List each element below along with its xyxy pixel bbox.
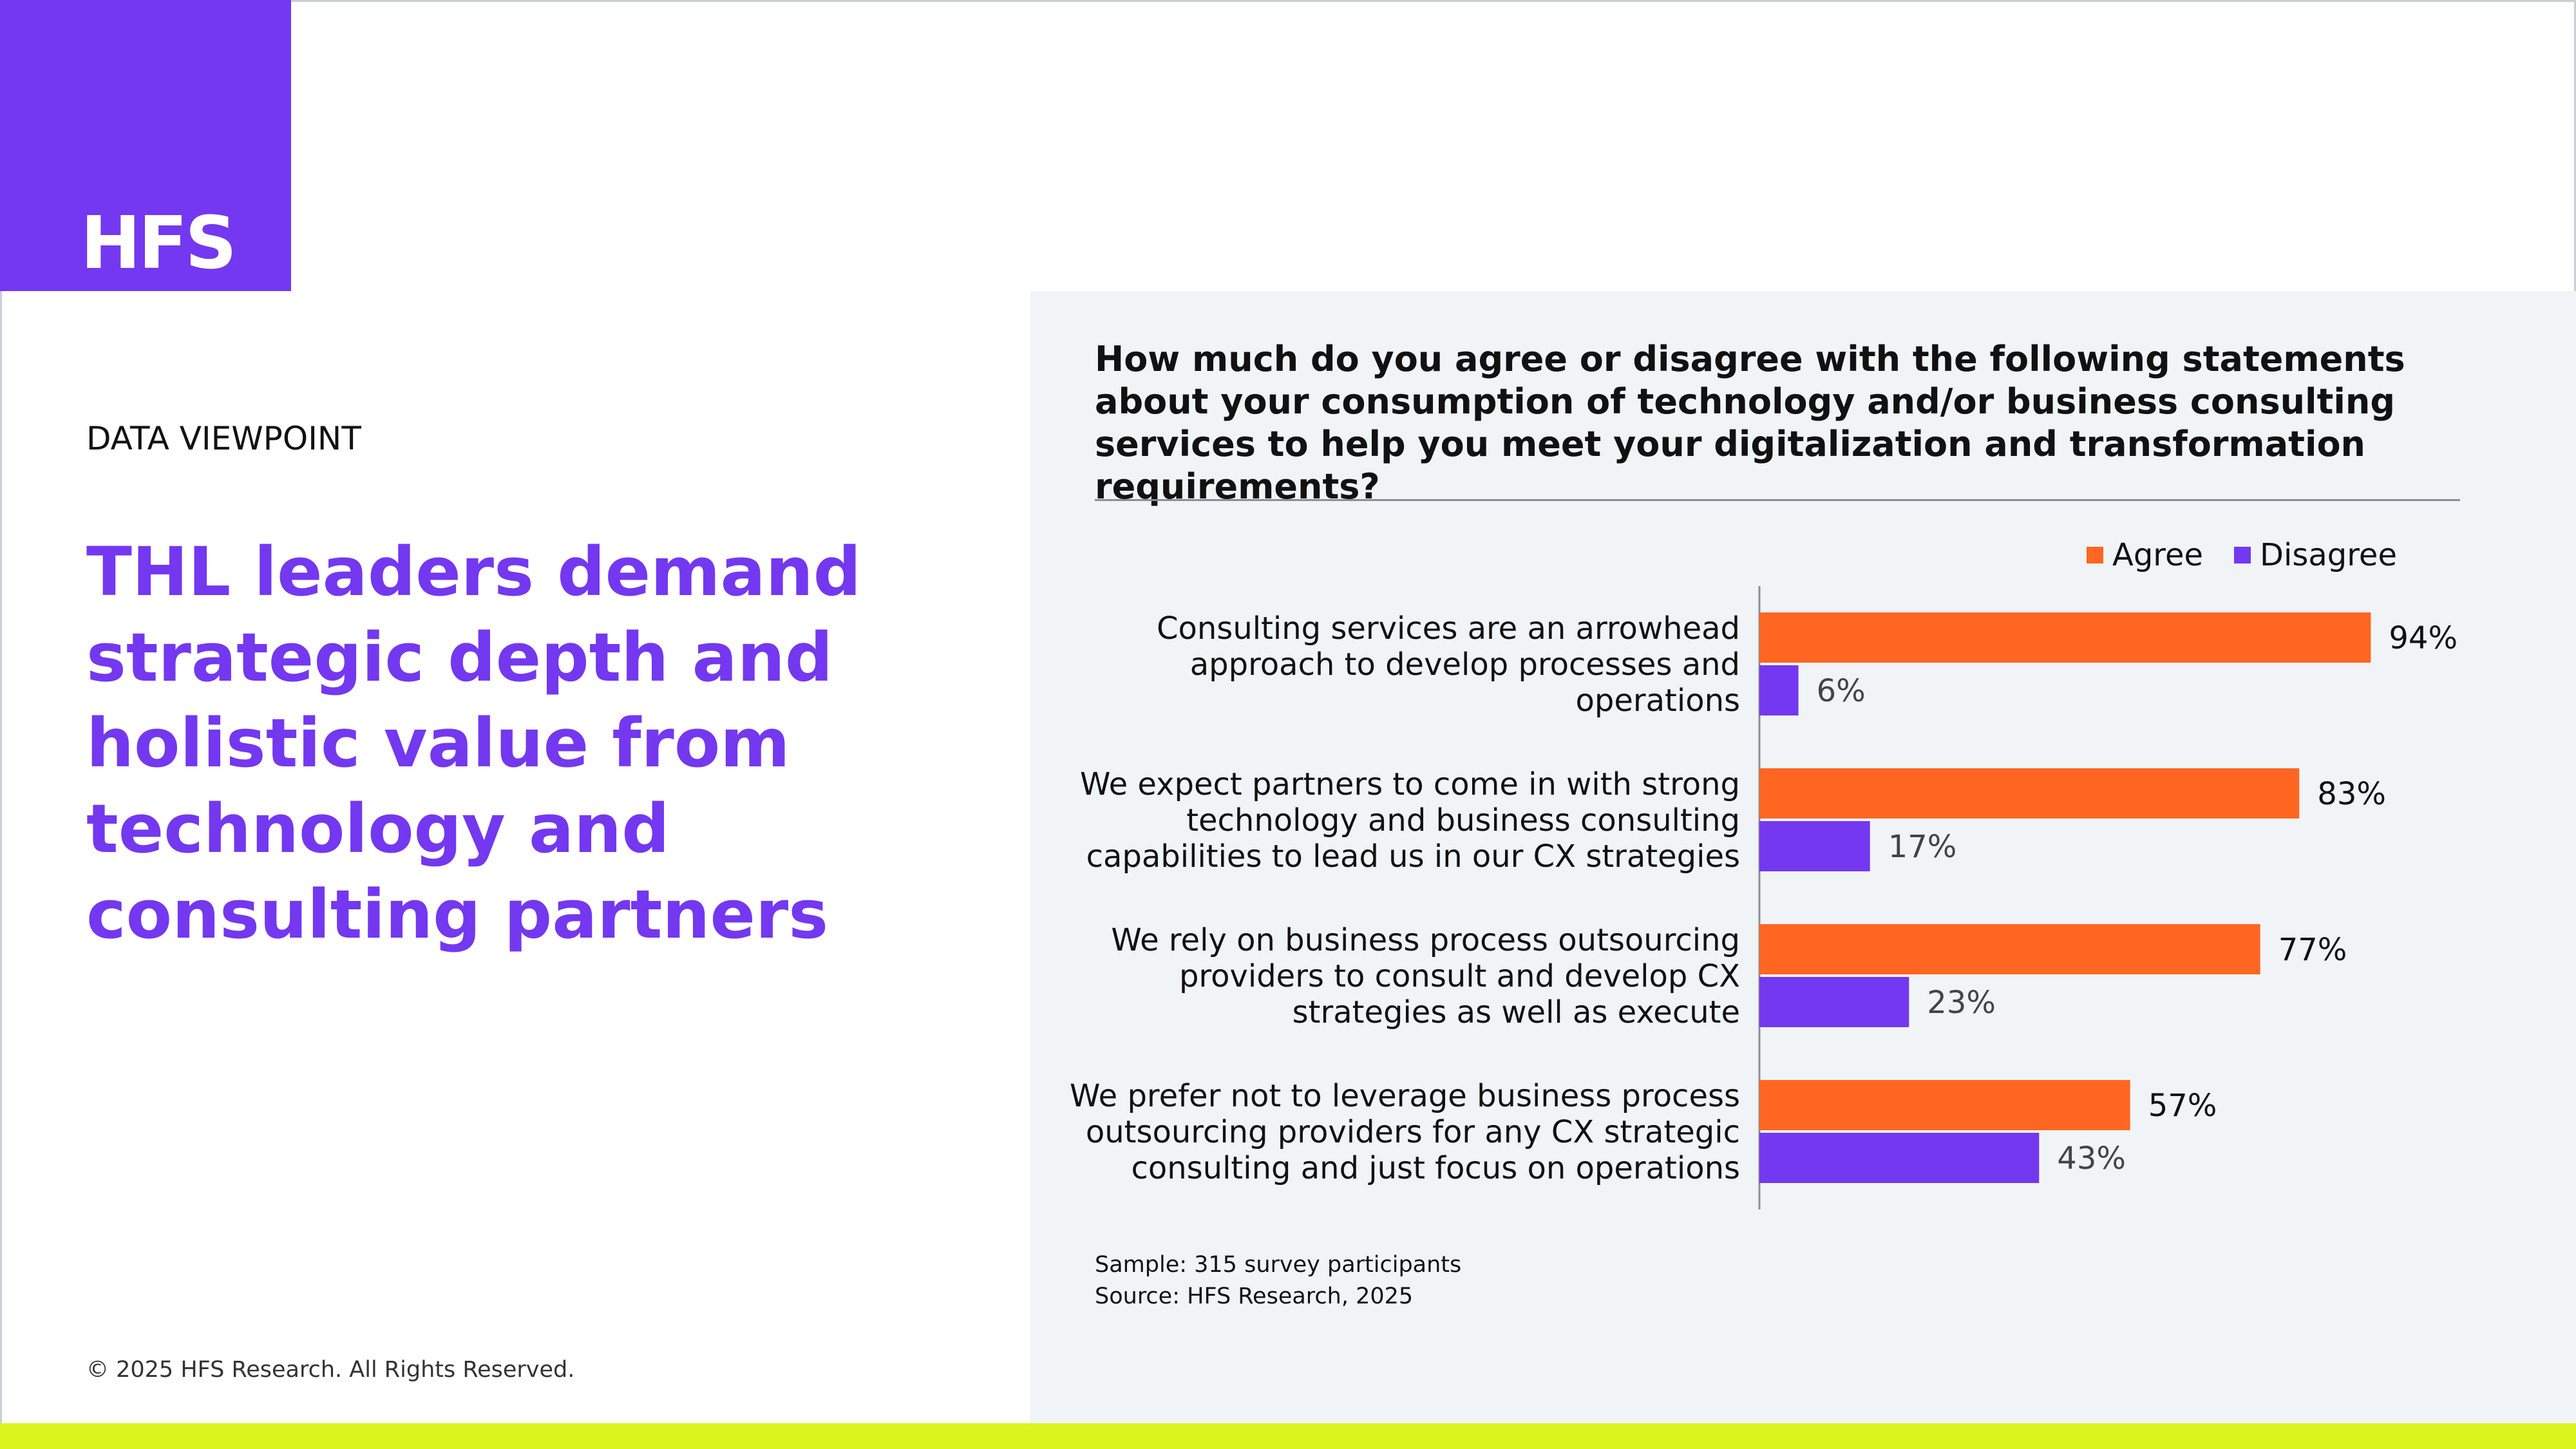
bar-disagree bbox=[1759, 821, 1870, 871]
category-label-line: strategies as well as execute bbox=[1292, 994, 1740, 1030]
legend-label-agree: Agree bbox=[2112, 537, 2204, 573]
data-label-agree: 83% bbox=[2317, 776, 2386, 812]
category-label-line: approach to develop processes and bbox=[1189, 647, 1740, 683]
bar-disagree bbox=[1759, 665, 1799, 715]
legend-label-disagree: Disagree bbox=[2260, 537, 2397, 573]
data-label-agree: 94% bbox=[2389, 620, 2458, 656]
source-note: Source: HFS Research, 2025 bbox=[1095, 1283, 1414, 1309]
category-label: We prefer not to leverage business proce… bbox=[1032, 1078, 1740, 1186]
category-label: We rely on business process outsourcing … bbox=[1032, 922, 1740, 1030]
data-label-agree: 77% bbox=[2278, 932, 2347, 968]
category-label-line: capabilities to lead us in our CX strate… bbox=[1086, 838, 1740, 875]
bar-agree bbox=[1759, 612, 2371, 663]
legend-item-disagree: Disagree bbox=[2234, 537, 2397, 573]
logo-wordmark: HFS bbox=[80, 202, 237, 285]
bar-agree bbox=[1759, 768, 2300, 819]
section-kicker: DATA VIEWPOINT bbox=[86, 420, 361, 457]
category-label-line: Consulting services are an arrowhead bbox=[1157, 611, 1740, 647]
category-label: We expect partners to come in with stron… bbox=[1032, 766, 1740, 875]
category-label-line: outsourcing providers for any CX strateg… bbox=[1085, 1114, 1740, 1150]
bottom-accent-strip bbox=[0, 1423, 2576, 1449]
data-label-disagree: 23% bbox=[1927, 985, 1996, 1021]
category-label-line: We expect partners to come in with stron… bbox=[1079, 766, 1740, 802]
bar-disagree bbox=[1759, 977, 1909, 1027]
page-title: THL leaders demand strategic depth and h… bbox=[86, 533, 862, 954]
category-label-line: operations bbox=[1575, 683, 1740, 719]
bar-agree bbox=[1759, 1080, 2130, 1130]
legend-swatch-disagree bbox=[2234, 547, 2251, 564]
data-label-disagree: 43% bbox=[2057, 1141, 2126, 1177]
chart-source: Sample: 315 survey participants Source: … bbox=[1095, 1249, 1461, 1312]
sample-note: Sample: 315 survey participants bbox=[1095, 1252, 1462, 1278]
chart-legend: Agree Disagree bbox=[2087, 535, 2397, 576]
category-label-line: providers to consult and develop CX bbox=[1179, 958, 1740, 994]
category-label-line: We rely on business process outsourcing bbox=[1111, 922, 1740, 958]
data-label-agree: 57% bbox=[2148, 1088, 2217, 1124]
category-label-line: consulting and just focus on operations bbox=[1131, 1150, 1740, 1186]
category-label-line: We prefer not to leverage business proce… bbox=[1070, 1078, 1740, 1114]
category-label-line: technology and business consulting bbox=[1186, 802, 1740, 838]
hfs-logo: HFS bbox=[0, 0, 291, 291]
legend-swatch-agree bbox=[2087, 547, 2103, 564]
data-label-disagree: 6% bbox=[1817, 673, 1866, 709]
divider bbox=[1095, 499, 2460, 501]
copyright-notice: © 2025 HFS Research. All Rights Reserved… bbox=[86, 1357, 575, 1383]
legend-item-agree: Agree bbox=[2087, 537, 2203, 573]
category-label: Consulting services are an arrowhead app… bbox=[1032, 611, 1740, 719]
data-label-disagree: 17% bbox=[1888, 829, 1957, 865]
bar-agree bbox=[1759, 924, 2260, 974]
bar-disagree bbox=[1759, 1133, 2040, 1183]
